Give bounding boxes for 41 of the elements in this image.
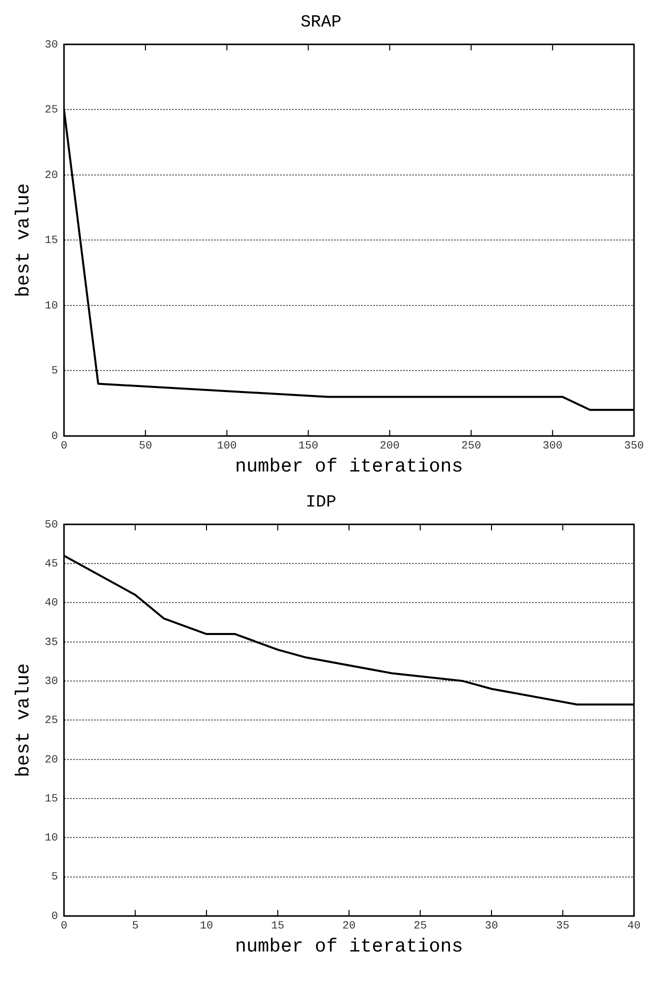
y-tick-label: 35: [44, 636, 58, 649]
x-tick-label: 150: [298, 440, 318, 453]
y-tick-label: 15: [44, 235, 58, 248]
y-tick-label: 25: [44, 104, 58, 117]
x-axis-title: number of iterations: [234, 936, 464, 958]
x-tick-label: 200: [380, 440, 400, 453]
y-tick-label: 0: [51, 430, 58, 443]
x-tick-label: 40: [627, 920, 641, 933]
y-axis-title: best value: [12, 183, 34, 298]
y-tick-label: 10: [44, 832, 58, 845]
y-axis-title: best value: [12, 663, 34, 778]
x-axis-title: number of iterations: [234, 456, 464, 478]
x-tick-label: 10: [200, 920, 214, 933]
x-tick-label: 300: [542, 440, 562, 453]
chart-title: SRAP: [300, 14, 342, 33]
x-tick-label: 350: [624, 440, 644, 453]
x-tick-label: 50: [138, 440, 152, 453]
x-tick-label: 100: [216, 440, 237, 453]
y-tick-label: 0: [51, 910, 58, 923]
x-tick-label: 35: [556, 920, 570, 933]
x-tick-label: 0: [60, 440, 68, 453]
y-tick-label: 45: [44, 558, 58, 570]
y-tick-label: 10: [44, 300, 58, 312]
y-tick-label: 20: [44, 170, 58, 182]
chart-title: IDP: [306, 494, 336, 513]
x-tick-label: 250: [461, 440, 482, 453]
y-tick-label: 5: [51, 872, 58, 884]
y-tick-label: 40: [44, 598, 58, 610]
x-tick-label: 20: [342, 920, 356, 933]
x-tick-label: 30: [484, 920, 498, 933]
y-tick-label: 25: [44, 715, 58, 728]
x-tick-label: 25: [414, 920, 427, 933]
y-tick-label: 30: [44, 676, 58, 688]
x-tick-label: 5: [132, 920, 139, 933]
y-tick-label: 20: [44, 754, 58, 766]
y-tick-label: 5: [51, 366, 58, 378]
y-tick-label: 15: [44, 793, 58, 806]
y-tick-label: 30: [44, 39, 58, 52]
x-tick-label: 15: [271, 920, 284, 933]
x-tick-label: 0: [60, 920, 68, 933]
y-tick-label: 50: [44, 519, 58, 532]
